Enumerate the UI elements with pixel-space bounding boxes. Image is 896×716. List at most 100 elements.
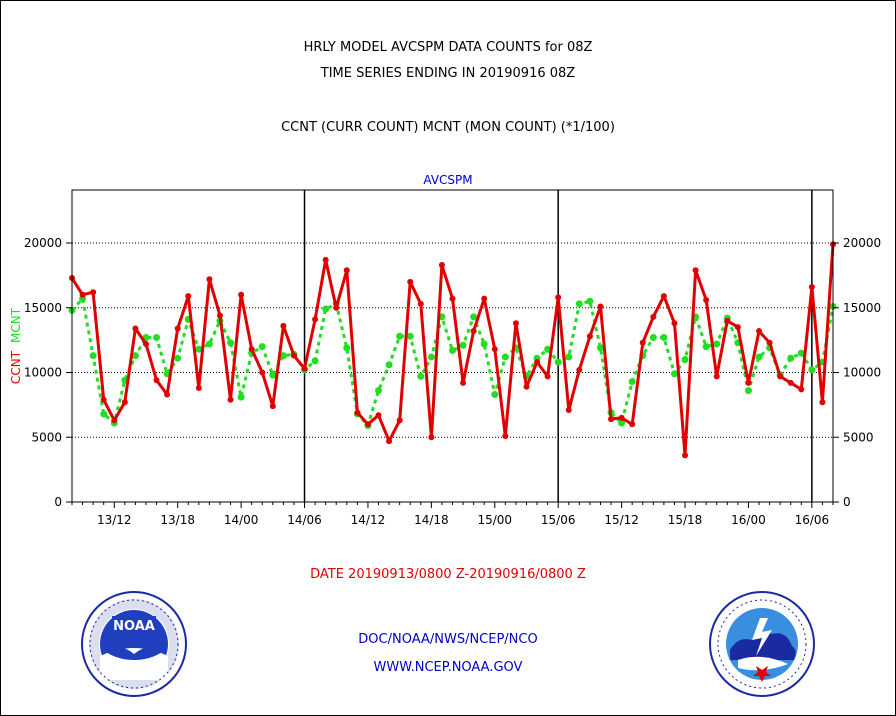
plot-label: AVCSPM	[423, 173, 473, 187]
ccnt-point	[216, 312, 223, 319]
ccnt-point	[597, 303, 604, 310]
noaa-logo-icon: NOAA	[81, 591, 187, 697]
ccnt-point	[787, 379, 794, 386]
ccnt-point	[248, 346, 255, 353]
x-tick-label: 14/00	[224, 513, 259, 527]
x-tick-label: 14/06	[287, 513, 322, 527]
ccnt-point	[269, 403, 276, 410]
grid-lines	[72, 242, 833, 438]
ccnt-point	[417, 300, 424, 307]
mcnt-point	[501, 353, 509, 361]
ccnt-point	[692, 267, 699, 274]
website-link[interactable]: WWW.NCEP.NOAA.GOV	[373, 660, 523, 675]
ccnt-point	[523, 383, 530, 390]
ccnt-point	[153, 377, 160, 384]
mcnt-point	[470, 313, 478, 321]
mcnt-point	[618, 419, 626, 427]
ccnt-point	[132, 325, 139, 332]
x-tick-label: 13/12	[97, 513, 132, 527]
y-tick-label-right: 20000	[843, 236, 881, 250]
mcnt-point	[153, 334, 161, 342]
x-axis: 13/12 13/18 14/00 14/06 14/12 14/18 15/00 15/06…	[71, 502, 834, 527]
mcnt-point	[227, 339, 235, 347]
ccnt-point	[121, 399, 128, 406]
y-tick-label-right: 15000	[843, 301, 881, 315]
mcnt-point	[205, 340, 213, 348]
left-axis: 0 5000 10000 15000 20000	[24, 236, 72, 509]
ccnt-point	[766, 339, 773, 346]
mcnt-point	[459, 341, 467, 349]
x-tick-label: 15/12	[604, 513, 639, 527]
mcnt-point	[649, 334, 657, 342]
ccnt-point	[639, 339, 646, 346]
mcnt-point	[311, 357, 319, 365]
ccnt-point	[470, 328, 477, 335]
ccnt-point	[819, 399, 826, 406]
ccnt-point	[322, 256, 329, 263]
day-boundary-lines	[303, 190, 813, 502]
y-tick-label-right: 5000	[843, 430, 874, 444]
ccnt-point	[280, 322, 287, 329]
x-tick-label: 13/18	[160, 513, 195, 527]
y-tick-label-left: 10000	[24, 366, 62, 380]
ccnt-point	[174, 325, 181, 332]
mcnt-point	[713, 340, 721, 348]
ccnt-point	[491, 346, 498, 353]
ccnt-point	[586, 333, 593, 340]
y-tick-label-left: 15000	[24, 301, 62, 315]
ccnt-point	[481, 295, 488, 302]
mcnt-point	[787, 354, 795, 362]
ccnt-point	[290, 352, 297, 359]
mcnt-point	[702, 343, 710, 351]
mcnt-point	[131, 352, 139, 360]
date-range-label: DATE 20190913/0800 Z-20190916/0800 Z	[310, 567, 586, 582]
chart-subtitle: CCNT (CURR COUNT) MCNT (MON COUNT) (*1/1…	[281, 120, 615, 135]
x-tick-label: 14/12	[351, 513, 386, 527]
svg-text:NOAA: NOAA	[113, 619, 155, 634]
ccnt-point	[682, 452, 689, 459]
ccnt-point	[777, 373, 784, 380]
mcnt-point	[797, 349, 805, 357]
ccnt-point	[745, 379, 752, 386]
ccnt-point	[512, 320, 519, 327]
mcnt-point	[449, 346, 456, 354]
ccnt-point	[555, 294, 562, 301]
x-tick-label: 16/00	[731, 513, 766, 527]
ccnt-point	[449, 295, 456, 302]
ccnt-point	[734, 324, 741, 331]
ccnt-point	[79, 291, 86, 298]
ccnt-point	[333, 304, 340, 311]
mcnt-point	[89, 352, 97, 360]
mcnt-point	[406, 332, 414, 340]
series-group	[68, 241, 837, 459]
mcnt-point	[322, 305, 330, 313]
y-tick-label-right: 10000	[843, 366, 881, 380]
x-tick-label: 15/18	[668, 513, 703, 527]
ccnt-point	[343, 267, 350, 274]
ccnt-point	[375, 412, 382, 419]
ccnt-point	[386, 438, 393, 445]
nws-logo-icon	[709, 591, 815, 697]
ccnt-point	[650, 313, 657, 320]
mcnt-point	[628, 378, 636, 386]
x-tick-label: 16/06	[795, 513, 830, 527]
mcnt-point	[100, 410, 108, 418]
mcnt-point	[417, 372, 425, 380]
mcnt-point	[670, 370, 678, 378]
mcnt-point	[544, 345, 552, 353]
chart-title-line2: TIME SERIES ENDING IN 20190916 08Z	[320, 66, 576, 81]
ccnt-point	[565, 407, 572, 414]
ccnt-point	[142, 341, 149, 348]
x-tick-label: 15/06	[541, 513, 576, 527]
ccnt-point	[502, 432, 509, 439]
mcnt-point	[385, 361, 393, 369]
ccnt-point	[438, 262, 445, 269]
ccnt-point	[534, 359, 541, 366]
ccnt-point	[206, 276, 213, 283]
mcnt-point	[744, 387, 752, 395]
mcnt-point	[808, 366, 816, 374]
mcnt-point	[396, 332, 404, 340]
ccnt-point	[671, 320, 678, 327]
ccnt-point	[111, 417, 118, 424]
